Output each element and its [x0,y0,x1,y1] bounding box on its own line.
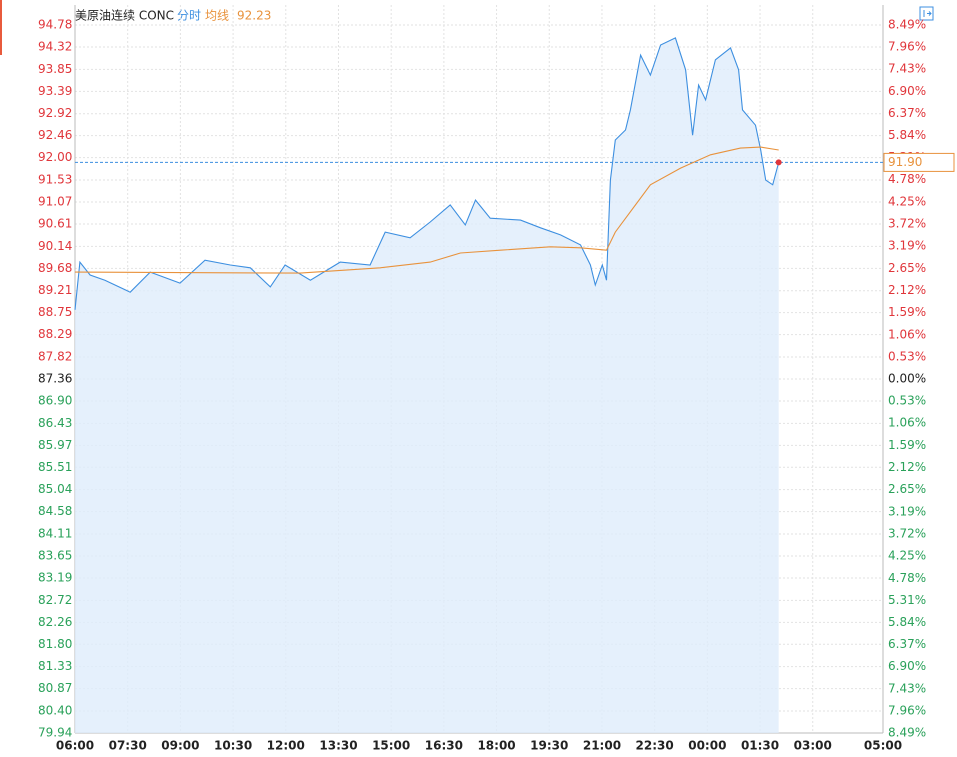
side-accent [0,0,2,55]
y2-tick-label: 1.59% [888,305,926,319]
y-tick-label: 80.87 [38,681,72,695]
legend-avg-value: 92.23 [237,9,271,23]
y-tick-label: 87.36 [38,372,72,386]
y-tick-label: 84.58 [38,504,72,518]
y-tick-label: 93.85 [38,62,72,76]
x-tick-label: 19:30 [530,739,568,753]
y2-tick-label: 1.06% [888,327,926,341]
y-tick-label: 90.61 [38,216,72,230]
x-tick-label: 07:30 [109,739,147,753]
y-tick-label: 90.14 [38,239,72,253]
expand-icon[interactable] [919,6,934,21]
price-tag: 91.90 [888,155,922,169]
y2-tick-label: 2.65% [888,482,926,496]
y2-tick-label: 3.19% [888,505,926,519]
header: 美原油连续 CONC 分时 均线 92.23 [75,8,271,23]
y-tick-label: 83.19 [38,570,72,584]
chart-title: 美原油连续 CONC [75,8,174,23]
y2-tick-label: 3.72% [888,216,926,230]
y-tick-label: 85.51 [38,460,72,474]
y2-tick-label: 7.96% [888,40,926,54]
y2-tick-label: 4.25% [888,549,926,563]
y2-tick-label: 0.00% [888,372,926,386]
x-tick-label: 18:00 [477,739,515,753]
y-tick-label: 91.53 [38,173,72,187]
y-tick-label: 93.39 [38,84,72,98]
x-tick-label: 06:00 [56,739,94,753]
icon-glyph [923,10,932,17]
y-tick-label: 85.04 [38,482,72,496]
y2-tick-label: 1.06% [888,416,926,430]
y2-tick-label: 7.43% [888,62,926,76]
y2-tick-label: 8.49% [888,18,926,32]
y-tick-label: 92.00 [38,150,72,164]
y-tick-label: 91.07 [38,195,72,209]
x-tick-label: 10:30 [214,739,252,753]
y2-tick-label: 7.96% [888,703,926,717]
line [74,146,779,274]
x-tick-label: 09:00 [161,739,199,753]
y2-tick-label: 5.31% [888,593,926,607]
y-tick-label: 85.97 [38,438,72,452]
y-tick-label: 84.11 [38,527,72,541]
y2-tick-label: 0.53% [888,394,926,408]
y2-tick-label: 6.37% [888,637,926,651]
line [74,37,780,310]
y2-tick-label: 2.65% [888,261,926,275]
y-tick-label: 82.72 [38,593,72,607]
y-tick-label: 94.78 [38,18,72,32]
y-tick-label: 94.32 [38,39,72,53]
y-tick-label: 89.21 [38,283,72,297]
area [75,37,779,733]
y-tick-label: 86.43 [38,416,72,430]
y2-tick-label: 6.90% [888,84,926,98]
y2-tick-label: 4.78% [888,172,926,186]
x-tick-label: 12:00 [267,739,305,753]
y-tick-label: 81.80 [38,637,72,651]
y-tick-label: 79.94 [38,726,72,740]
y2-tick-label: 3.72% [888,527,926,541]
y-tick-label: 83.65 [38,549,72,563]
legend-price: 分时 [177,9,201,23]
y2-tick-label: 6.37% [888,106,926,120]
y-tick-label: 86.90 [38,393,72,407]
x-tick-label: 13:30 [319,739,357,753]
last-price-dot [775,159,782,166]
y2-tick-label: 2.12% [888,283,926,297]
x-tick-label: 22:30 [636,739,674,753]
x-tick-label: 00:00 [688,739,726,753]
legend-avg: 均线 [205,9,229,23]
y2-tick-label: 7.43% [888,681,926,695]
x-tick-label: 21:00 [583,739,621,753]
price-tag-box [883,152,955,172]
x-tick-label: 15:00 [372,739,410,753]
y-tick-label: 92.92 [38,106,72,120]
y2-tick-label: 6.90% [888,659,926,673]
y2-tick-label: 0.53% [888,349,926,363]
icon-box[interactable] [919,6,934,21]
x-tick-label: 03:00 [794,739,832,753]
y-tick-label: 88.29 [38,327,72,341]
y-tick-label: 88.75 [38,305,72,319]
y2-tick-label: 3.19% [888,238,926,252]
y2-tick-label: 5.84% [888,615,926,629]
y2-tick-label: 2.12% [888,460,926,474]
y-tick-label: 82.26 [38,615,72,629]
y2-tick-label: 5.84% [888,128,926,142]
y-tick-label: 87.82 [38,350,72,364]
y2-tick-label: 4.25% [888,194,926,208]
y2-tick-label: 8.49% [888,726,926,740]
x-tick-label: 01:30 [741,739,779,753]
x-tick-label: 05:00 [864,739,902,753]
y-tick-label: 81.33 [38,659,72,673]
y2-tick-label: 1.59% [888,438,926,452]
y-tick-label: 92.46 [38,128,72,142]
y-tick-label: 89.68 [38,261,72,275]
y-tick-label: 80.40 [38,704,72,718]
y2-tick-label: 4.78% [888,571,926,585]
x-tick-label: 16:30 [425,739,463,753]
